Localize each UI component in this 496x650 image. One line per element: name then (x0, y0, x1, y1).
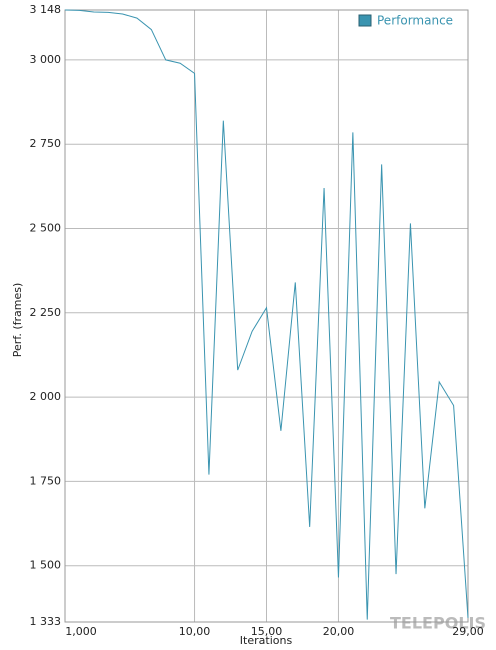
x-tick-label: 29,00 (452, 625, 484, 638)
plot-frame (64, 9, 469, 623)
x-axis-label: Iterations (240, 634, 293, 647)
x-tick-label: 20,00 (323, 625, 355, 638)
legend-swatch (358, 14, 372, 27)
x-tick-label: 10,00 (179, 625, 211, 638)
y-tick-label: 2 500 (30, 221, 62, 234)
y-tick-label: 1 750 (30, 474, 62, 487)
y-tick-label: 2 750 (30, 137, 62, 150)
y-tick-label: 2 250 (30, 306, 62, 319)
y-tick-label: 1 500 (30, 559, 62, 572)
y-axis-label: Perf. (frames) (11, 283, 24, 358)
legend-label: Performance (377, 14, 453, 28)
x-tick-label: 1,000 (65, 625, 97, 638)
line (64, 9, 469, 620)
y-tick-label: 3 148 (30, 3, 62, 16)
plot: 1 333 1 500 1 750 2 000 2 250 2 500 2 750 3 000… (30, 3, 484, 638)
watermark: TELEPOLIS (390, 614, 486, 633)
y-tick-label: 2 000 (30, 390, 62, 403)
y-tick-label: 3 000 (30, 53, 62, 66)
y-tick-label: 1 333 (30, 615, 62, 628)
x-tick-label: 15,00 (251, 625, 283, 638)
